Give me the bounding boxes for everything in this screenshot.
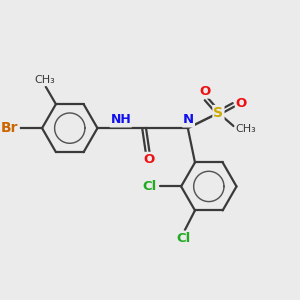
Text: CH₃: CH₃: [236, 124, 256, 134]
Text: Cl: Cl: [143, 180, 157, 193]
Text: O: O: [199, 85, 210, 98]
Text: Cl: Cl: [177, 232, 191, 244]
Text: N: N: [183, 113, 194, 127]
Text: S: S: [213, 106, 224, 120]
Text: O: O: [236, 97, 247, 110]
Text: Br: Br: [1, 121, 19, 135]
Text: CH₃: CH₃: [34, 75, 55, 85]
Text: NH: NH: [110, 113, 131, 127]
Text: O: O: [143, 153, 154, 166]
